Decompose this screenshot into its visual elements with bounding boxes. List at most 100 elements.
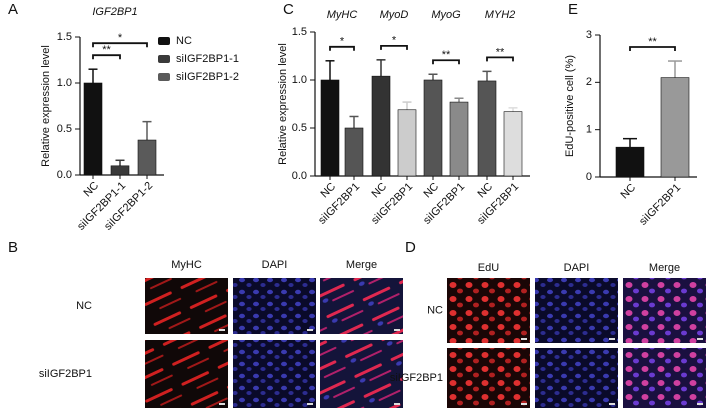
y-axis-label: Relative expression level [277,43,289,165]
micrograph [145,340,228,408]
y-tick-label: 2 [586,76,592,88]
legend-label: NC [176,35,192,47]
x-tick-label: NC [421,181,441,201]
significance-bracket [92,54,121,60]
y-tick-label: 0.0 [57,169,72,181]
micrograph [145,278,228,334]
legend-label: siIGF2BP1-1 [176,53,239,65]
bar [449,101,469,177]
y-tick-label: 1 [586,124,592,136]
x-tick-label: NC [369,181,389,201]
scale-bar [697,403,703,405]
significance-label: * [340,36,345,48]
significance-bracket [629,46,676,52]
scale-bar [219,403,225,405]
x-tick-label: NC [81,180,101,200]
y-tick-label: 0 [586,171,592,183]
legend-label: siIGF2BP1-2 [176,71,239,83]
y-tick-label: 0.5 [57,123,72,135]
significance-label: ** [496,46,505,58]
chart-title: IGF2BP1 [92,6,137,18]
micrograph [447,278,530,343]
bar [83,82,103,176]
x-tick-label: siIGF2BP1 [637,182,683,228]
panel-label: E [568,1,578,18]
group-label: MyoG [431,9,461,21]
bar [423,79,443,177]
y-tick-label: 0.5 [292,122,307,134]
bar [397,109,417,177]
panel-label: A [8,1,18,18]
micrograph [320,340,403,408]
row-label: NC [427,304,443,316]
group-label: MyoD [380,9,409,21]
column-label: EdU [478,262,499,274]
column-label: DAPI [564,262,590,274]
significance-label: ** [442,49,451,61]
micrograph [535,348,618,408]
scale-bar [697,338,703,340]
micrograph [535,278,618,343]
significance-label: ** [102,44,111,56]
y-tick-label: 1.5 [57,31,72,43]
scale-bar [609,403,615,405]
bar [320,79,340,177]
legend-swatch [158,73,170,81]
micrograph [623,348,706,408]
column-label: DAPI [262,259,288,271]
bar [137,139,157,176]
scale-bar [219,329,225,331]
x-tick-label: NC [618,182,638,202]
x-tick-label: NC [318,181,338,201]
y-axis-label: Relative expression level [40,45,52,167]
panel-label: D [405,239,416,256]
panel-label: B [8,239,18,256]
significance-label: * [118,32,123,44]
micrograph [447,348,530,408]
x-tick-label: NC [475,181,495,201]
column-label: Merge [649,262,680,274]
legend-swatch [158,37,170,45]
panel-label: C [283,1,294,18]
significance-bracket [432,59,460,65]
significance-bracket [486,56,514,62]
column-label: Merge [346,259,377,271]
bar [477,80,497,177]
significance-bracket [380,44,408,50]
scale-bar [521,403,527,405]
micrograph [233,340,316,408]
y-tick-label: 0.0 [292,170,307,182]
legend-swatch [158,55,170,63]
y-tick-label: 1.0 [292,74,307,86]
micrograph [623,278,706,343]
y-tick-label: 3 [586,29,592,41]
scale-bar [521,338,527,340]
scale-bar [307,403,313,405]
micrograph [320,278,403,334]
scale-bar [394,403,400,405]
bar [615,146,645,178]
column-label: MyHC [171,259,202,271]
significance-label: * [392,35,397,47]
micrograph [233,278,316,334]
y-tick-label: 1.0 [57,77,72,89]
significance-label: ** [648,36,657,48]
group-label: MyHC [327,9,358,21]
row-label: siIGF2BP1 [39,368,92,380]
bar [344,127,364,177]
bar [660,77,690,178]
y-axis-label: EdU-positive cell (%) [564,55,576,157]
significance-bracket [92,42,148,48]
y-tick-label: 1.5 [292,26,307,38]
row-label: siIGF2BP1 [390,372,443,384]
group-label: MYH2 [485,9,516,21]
scale-bar [609,338,615,340]
significance-bracket [329,45,355,51]
scale-bar [307,329,313,331]
bar [110,165,130,176]
row-label: NC [76,300,92,312]
scale-bar [394,329,400,331]
bar [503,111,523,177]
bar [371,75,391,177]
